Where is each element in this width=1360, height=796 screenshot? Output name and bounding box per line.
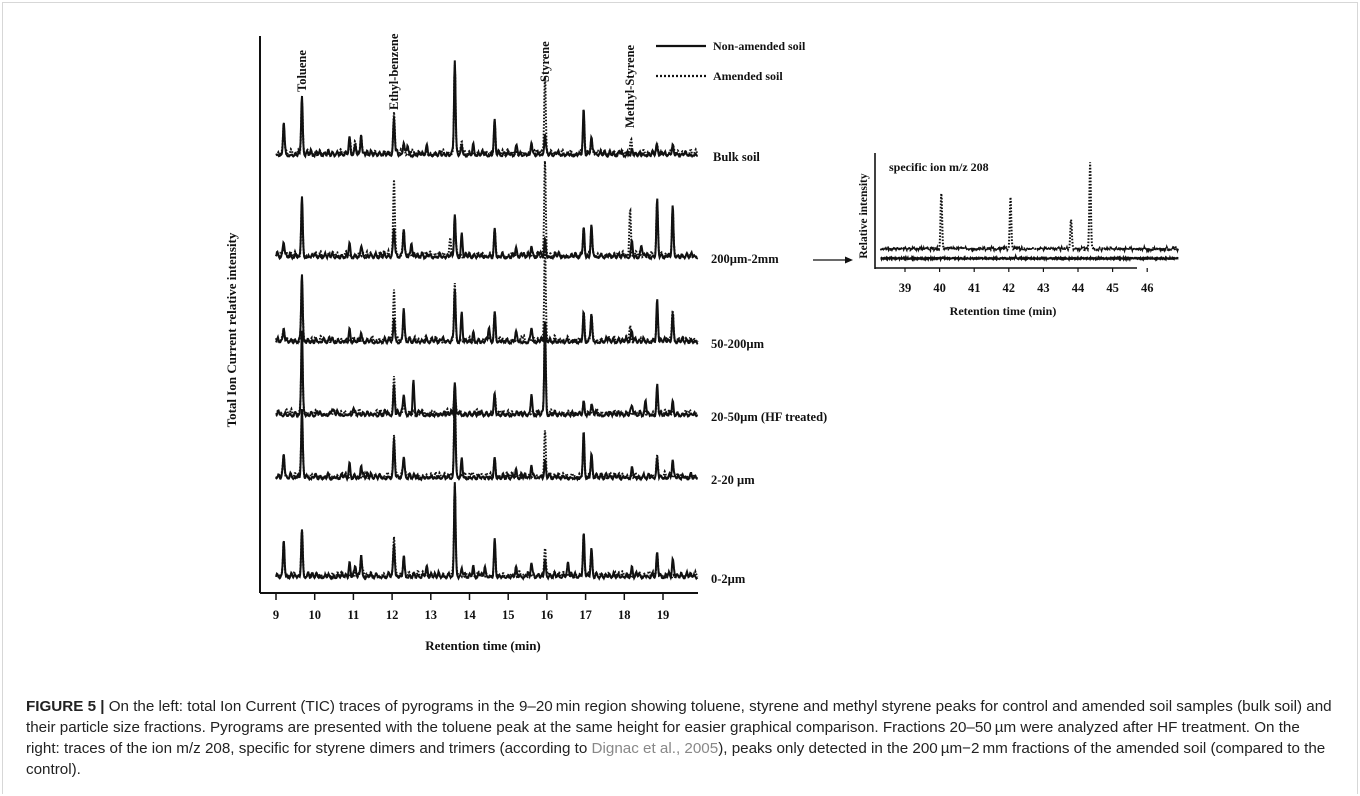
inset-arrow-head (845, 256, 853, 264)
peak-label: Styrene (538, 41, 552, 82)
inset-x-tick-label: 40 (933, 281, 946, 295)
trace-label: 0-2µm (711, 572, 746, 586)
inset-x-tick-label: 41 (968, 281, 981, 295)
trace-label: 20-50µm (HF treated) (711, 410, 827, 424)
legend-dotted-label: Amended soil (713, 69, 783, 83)
trace-amended-dotted (275, 485, 699, 580)
inset-x-ticks: 39 40 41 42 43 44 45 46 (899, 268, 1154, 295)
main-x-tick-label: 9 (273, 608, 279, 622)
figure-caption: FIGURE 5 | On the left: total Ion Curren… (26, 696, 1336, 780)
inset-y-axis-label: Relative intensity (858, 173, 870, 259)
main-y-axis-label: Total Ion Current relative intensity (224, 232, 239, 427)
trace-amended-dotted (275, 386, 699, 481)
main-x-tick-label: 12 (386, 608, 399, 622)
inset-x-tick-label: 43 (1037, 281, 1050, 295)
inset-title: specific ion m/z 208 (889, 160, 989, 174)
trace-non-amended-solid (275, 196, 699, 261)
peak-label: Ethyl-benzene (387, 33, 401, 110)
main-x-tick-label: 10 (308, 608, 321, 622)
main-x-tick-label: 14 (463, 608, 476, 622)
main-x-tick-label: 16 (541, 608, 554, 622)
inset-x-tick-label: 44 (1072, 281, 1085, 295)
inset-traces (879, 162, 1180, 263)
main-x-tick-label: 11 (347, 608, 359, 622)
caption-text-after: ), peaks only detected in the 200 µm−2 m… (26, 740, 1326, 778)
trace-amended-dotted (275, 246, 699, 346)
inset-x-tick-label: 45 (1106, 281, 1119, 295)
main-x-ticks: 9 10 11 12 13 14 15 16 17 18 19 (273, 593, 669, 622)
trace-labels: Bulk soil 200µm-2mm 50-200µm 20-50µm (HF tr… (711, 150, 827, 586)
main-x-tick-label: 17 (579, 608, 592, 622)
main-x-tick-label: 18 (618, 608, 631, 622)
inset-x-tick-label: 39 (899, 281, 912, 295)
inset-x-tick-label: 42 (1003, 281, 1016, 295)
main-x-axis-label: Retention time (min) (425, 638, 541, 653)
figure-svg: Total Ion Current relative intensity Ret… (224, 33, 1180, 653)
peak-labels: Toluene Ethyl-benzene Styrene Methyl-Styren… (295, 33, 637, 128)
trace-non-amended-solid (275, 398, 698, 483)
caption-citation-link[interactable]: Dignac et al., 2005 (591, 740, 719, 757)
trace-non-amended-solid (275, 325, 699, 419)
inset-trace-non-amended-solid (880, 253, 1179, 263)
trace-amended-dotted (275, 65, 699, 159)
peak-label: Toluene (295, 50, 309, 92)
trace-non-amended-solid (275, 274, 699, 346)
trace-label: 200µm-2mm (711, 252, 779, 266)
inset-x-axis-label: Retention time (min) (950, 304, 1057, 318)
trace-amended-dotted (275, 160, 698, 261)
trace-label: 50-200µm (711, 337, 765, 351)
main-x-tick-label: 19 (657, 608, 670, 622)
trace-non-amended-solid (275, 482, 699, 581)
inset-trace-amended-dotted (879, 162, 1180, 254)
main-x-tick-label: 15 (502, 608, 515, 622)
legend-solid-label: Non-amended soil (713, 39, 806, 53)
caption-label: FIGURE 5 | (26, 698, 105, 715)
main-x-tick-label: 13 (425, 608, 438, 622)
caption-text-before: On the left: total Ion Current (TIC) tra… (26, 698, 1332, 757)
tic-traces (275, 60, 699, 581)
trace-label: 2-20 µm (711, 473, 755, 487)
trace-non-amended-solid (275, 60, 698, 159)
inset-x-tick-label: 46 (1141, 281, 1154, 295)
peak-label: Methyl-Styrene (623, 44, 637, 128)
legend: Non-amended soil Amended soil (656, 39, 806, 83)
trace-label: Bulk soil (713, 150, 760, 164)
